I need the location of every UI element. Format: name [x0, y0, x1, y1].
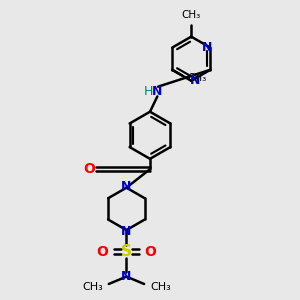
- Text: CH₃: CH₃: [182, 10, 201, 20]
- Text: CH₃: CH₃: [150, 282, 171, 292]
- Text: O: O: [145, 244, 157, 259]
- Text: N: N: [121, 270, 132, 283]
- Text: N: N: [190, 74, 200, 87]
- Text: N: N: [121, 180, 132, 193]
- Text: CH₃: CH₃: [188, 73, 207, 83]
- Text: O: O: [83, 162, 95, 176]
- Text: S: S: [121, 244, 132, 259]
- Text: H: H: [143, 85, 153, 98]
- Text: O: O: [96, 244, 108, 259]
- Text: N: N: [152, 85, 163, 98]
- Text: CH₃: CH₃: [82, 282, 103, 292]
- Text: N: N: [121, 225, 132, 238]
- Text: N: N: [202, 41, 212, 54]
